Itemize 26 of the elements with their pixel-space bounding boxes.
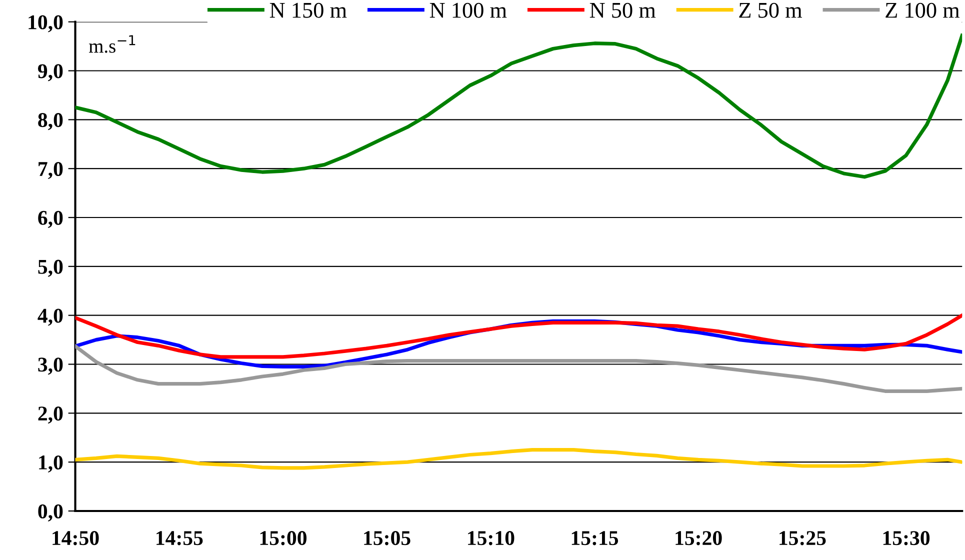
y-tick-label: 5,0 xyxy=(38,260,63,277)
legend-label: N 100 m xyxy=(430,2,507,18)
y-tick-label: 1,0 xyxy=(39,455,63,473)
y-tick-label: 3,0 xyxy=(38,358,63,375)
legend-label: N 50 m xyxy=(590,2,656,18)
y-tick-label: 2,0 xyxy=(38,406,63,424)
y-tick-label: 9,0 xyxy=(38,64,63,82)
legend-label: N 150 m xyxy=(270,2,347,18)
x-tick-label: 14:50 xyxy=(52,531,99,546)
y-tick-label: 4,0 xyxy=(38,308,63,326)
y-tick-label: 0,0 xyxy=(38,504,63,522)
x-tick-label: 15:15 xyxy=(572,531,618,546)
y-tick-label: 6,0 xyxy=(38,210,63,228)
x-tick-label: 15:25 xyxy=(780,531,826,546)
x-tick-label: 15:30 xyxy=(883,531,930,546)
y-axis-title: m.s$^{−1}$ xyxy=(88,35,136,53)
x-tick-label: 15:20 xyxy=(676,531,722,546)
x-tick-label: 15:05 xyxy=(364,531,410,546)
x-tick-label: 15:00 xyxy=(260,531,306,546)
legend-label: Z 100 m xyxy=(886,2,960,18)
x-tick-label: 15:10 xyxy=(468,531,514,546)
y-tick-label: 7,0 xyxy=(38,162,63,180)
x-tick-label: 14:55 xyxy=(156,531,203,546)
y-tick-label: 10,0 xyxy=(28,15,63,32)
legend-label: Z 50 m xyxy=(739,2,802,18)
y-tick-label: 8,0 xyxy=(38,113,63,130)
